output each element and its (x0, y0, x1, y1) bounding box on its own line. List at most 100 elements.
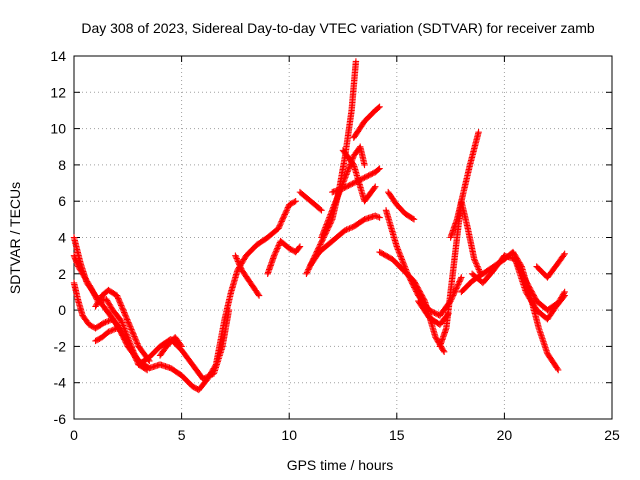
x-tick-label: 10 (281, 427, 297, 443)
data-point (277, 221, 284, 228)
data-point (456, 277, 464, 284)
data-point (345, 165, 352, 172)
data-point (343, 171, 350, 178)
data-point (320, 228, 327, 235)
data-point (292, 198, 299, 205)
y-tick-label: 8 (58, 157, 66, 173)
data-point (344, 168, 351, 175)
data-point (352, 58, 360, 65)
data-point (326, 214, 333, 221)
data-point (474, 264, 482, 272)
data-point (118, 302, 125, 309)
y-tick-label: -4 (54, 375, 67, 391)
data-point (561, 292, 568, 299)
tick-labels: 0 5 10 15 20 25 -6 -4 -2 0 2 4 6 8 10 12 14 (50, 48, 620, 443)
data-point (340, 178, 347, 185)
data-point (346, 225, 353, 232)
data-point (278, 218, 285, 225)
data-point (113, 325, 121, 332)
series-arc21 (447, 198, 484, 277)
data-point (329, 205, 337, 213)
data-point (331, 201, 338, 208)
data-point (409, 215, 416, 222)
data-point (323, 219, 331, 227)
data-point (119, 322, 127, 329)
data-point (129, 329, 136, 336)
data-point (361, 161, 368, 169)
data-point (327, 211, 334, 218)
data-point (103, 318, 111, 325)
data-point (318, 232, 326, 240)
data-point (202, 374, 210, 381)
data-point (397, 253, 404, 260)
data-point (281, 211, 288, 218)
data-point (120, 323, 127, 331)
data-point (291, 198, 298, 206)
x-tick-label: 20 (497, 427, 513, 443)
data-point (128, 344, 136, 351)
data-point (206, 372, 214, 379)
data-point (321, 227, 328, 234)
data-point (274, 245, 281, 252)
data-point (272, 249, 279, 256)
data-point (359, 175, 367, 182)
series-arc14 (350, 103, 383, 141)
data-point (274, 243, 282, 251)
data-point (319, 230, 327, 237)
data-point (342, 174, 349, 181)
data-point (199, 375, 207, 383)
data-point (279, 215, 287, 222)
data-point (105, 328, 112, 336)
data-point (126, 338, 133, 345)
data-point (396, 251, 404, 259)
data-point (395, 249, 403, 256)
data-point (473, 260, 480, 267)
data-point (329, 207, 336, 214)
data-point (280, 212, 288, 220)
data-point (305, 266, 312, 273)
data-point (319, 231, 326, 238)
data-point (375, 166, 382, 173)
data-point (119, 305, 126, 312)
data-point (324, 218, 331, 225)
data-point (122, 312, 129, 319)
data-point (410, 216, 418, 223)
data-point (339, 179, 347, 187)
y-tick-label: 12 (50, 84, 66, 100)
series-arc19 (384, 188, 418, 223)
data-point (318, 234, 325, 241)
data-point (283, 207, 290, 214)
data-point (365, 172, 372, 179)
data-point (458, 274, 465, 281)
series-arc7 (156, 334, 185, 359)
data-point (124, 334, 131, 341)
data-point (431, 309, 438, 317)
data-point (394, 246, 402, 253)
data-point (126, 323, 134, 330)
data-point (255, 291, 262, 298)
data-point (117, 316, 124, 323)
data-point (284, 205, 291, 213)
data-point (125, 319, 132, 326)
data-point (295, 244, 303, 251)
data-point (333, 197, 340, 204)
data-point (125, 320, 133, 328)
data-point (236, 261, 243, 268)
data-point (232, 253, 240, 261)
data-point (454, 281, 462, 288)
data-point (89, 287, 96, 295)
data-point (126, 340, 134, 347)
data-point (238, 265, 245, 272)
data-point (237, 264, 244, 271)
data-point (376, 165, 383, 172)
data-point (275, 242, 282, 249)
data-point (445, 310, 452, 317)
data-point (342, 172, 350, 180)
data-point (133, 338, 140, 346)
x-tick-label: 15 (389, 427, 405, 443)
data-point (129, 346, 136, 353)
data-point (201, 375, 208, 382)
data-point (121, 326, 129, 334)
data-point (120, 307, 127, 315)
